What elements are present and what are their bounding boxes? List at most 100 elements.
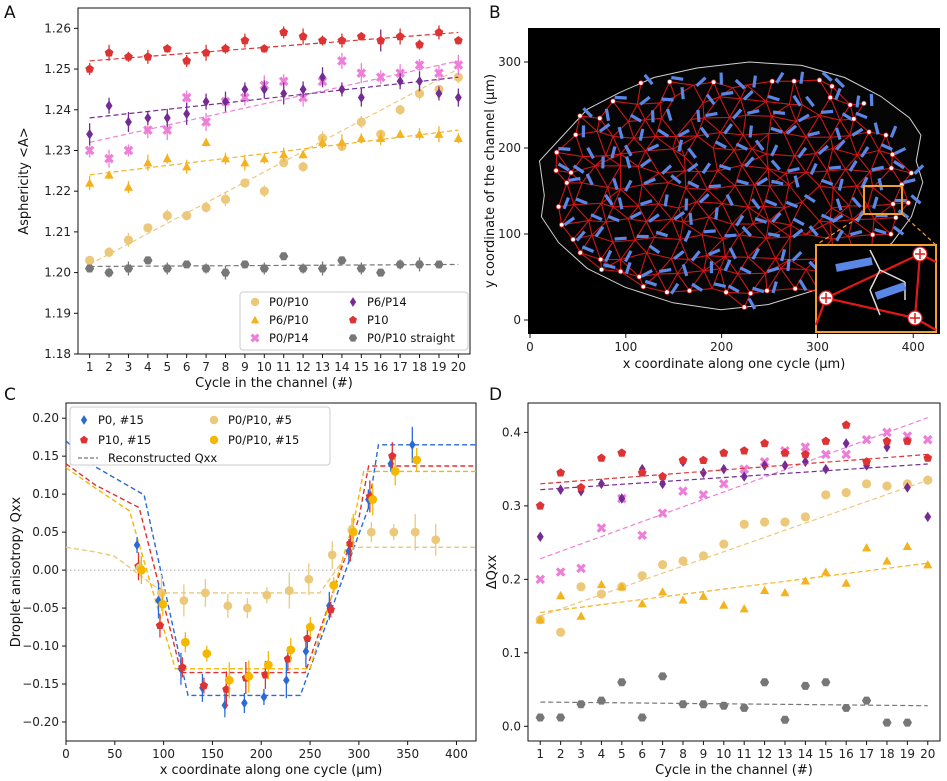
b-director-bar <box>744 156 755 168</box>
b-inset-droplet-cross <box>821 293 831 303</box>
b-mesh-edge <box>701 216 710 235</box>
a-legend-marker <box>250 333 260 343</box>
b-director-bar <box>648 244 661 255</box>
b-mesh-edge <box>679 222 684 240</box>
b-director-bar <box>623 250 633 263</box>
d-xtick-label: 5 <box>618 747 626 761</box>
b-mesh-edge <box>815 153 828 172</box>
b-droplet-center <box>829 83 835 89</box>
b-droplet-center <box>564 180 570 186</box>
d-data-point <box>861 543 872 552</box>
b-director-bar <box>581 245 595 253</box>
a-data-point <box>453 133 463 142</box>
b-director-bar <box>798 279 808 292</box>
b-mesh-edge <box>833 185 857 189</box>
c-data-point <box>224 675 234 685</box>
d-xtick-label: 20 <box>920 747 935 761</box>
a-data-point <box>183 108 191 120</box>
b-mesh-edge <box>684 170 687 189</box>
a-data-point <box>143 52 153 61</box>
b-mesh-edge <box>605 136 614 156</box>
b-mesh-edge <box>830 96 851 106</box>
c-legend-label: P10, #15 <box>98 433 151 447</box>
d-data-point <box>596 589 607 599</box>
b-director-bar <box>604 108 611 122</box>
d-data-point <box>576 700 586 709</box>
d-data-point <box>923 475 933 485</box>
b-mesh-edge <box>573 182 583 205</box>
a-xtick-label: 17 <box>392 360 407 374</box>
axes-frame <box>65 402 477 742</box>
b-mesh-edge <box>581 182 608 189</box>
a-data-point <box>104 48 114 57</box>
d-data-point <box>760 438 769 448</box>
a-data-point <box>123 182 134 191</box>
b-director-bar <box>684 198 689 211</box>
b-director-bar <box>572 164 585 174</box>
d-data-point <box>800 576 810 585</box>
c-xtick-label: 350 <box>396 747 419 761</box>
panel-label-a: A <box>4 3 16 23</box>
a-data-point <box>356 68 367 78</box>
b-director-bar <box>558 146 571 151</box>
b-mesh-edge <box>740 84 748 100</box>
b-mesh-edge <box>794 136 807 157</box>
d-data-point <box>698 490 709 500</box>
b-mesh-edge <box>612 205 639 208</box>
b-mesh-edge <box>627 121 635 139</box>
b-mesh-edge <box>733 134 744 151</box>
c-data-point <box>157 588 166 598</box>
b-director-bar <box>748 125 753 138</box>
d-fit-line <box>540 417 928 560</box>
b-mesh-edge <box>832 187 850 207</box>
d-data-point <box>699 467 707 479</box>
a-legend-label: P6/P14 <box>367 295 407 309</box>
b-director-bar <box>820 213 834 222</box>
b-director-bar <box>643 73 654 86</box>
b-mesh-edge <box>638 205 647 222</box>
b-mesh-edge <box>856 185 869 207</box>
b-director-bar <box>625 156 632 169</box>
b-mesh-edge <box>729 98 742 118</box>
b-mesh-edge <box>580 252 601 261</box>
c-data-point <box>388 451 397 460</box>
b-director-bar <box>821 71 833 82</box>
d-data-point <box>822 463 830 475</box>
b-director-bar <box>807 130 820 137</box>
c-reconstructed-curve <box>65 546 476 594</box>
b-mesh-edge <box>794 269 807 289</box>
d-data-point <box>637 571 647 581</box>
b-director-bar <box>809 162 818 176</box>
b-mesh-edge <box>726 291 751 294</box>
d-xtick-label: 16 <box>839 747 854 761</box>
d-data-point <box>740 471 748 482</box>
b-inset <box>814 244 937 333</box>
b-mesh-edge <box>785 171 807 174</box>
b-director-bar <box>703 229 716 234</box>
b-mesh-edge <box>579 115 598 132</box>
b-inset-director-bar <box>835 257 873 272</box>
a-data-point <box>104 153 114 164</box>
b-mesh-edge <box>572 220 590 240</box>
b-mesh-edge <box>768 167 787 174</box>
d-data-point <box>861 479 872 489</box>
b-director-bar <box>835 139 846 151</box>
b-director-bar <box>893 160 905 170</box>
b-droplet-center <box>617 268 624 275</box>
b-droplet-center <box>568 169 574 176</box>
b-mesh-edge <box>708 216 733 225</box>
c-reconstructed-curve <box>65 467 476 670</box>
b-mesh-edge <box>684 135 698 157</box>
b-mesh-edge <box>740 98 747 116</box>
c-xtick-label: 250 <box>299 747 322 761</box>
b-mesh-edge <box>737 272 766 275</box>
b-mesh-edge <box>601 259 621 271</box>
c-reconstructed-curve <box>65 463 476 674</box>
b-mesh-edge <box>741 148 753 166</box>
b-mesh-edge <box>676 273 690 292</box>
b-mesh-edge <box>570 165 596 174</box>
d-data-point <box>780 587 790 597</box>
d-xtick-label: 7 <box>659 747 667 761</box>
b-mesh-edge <box>725 256 749 258</box>
b-mesh-edge <box>783 207 792 226</box>
